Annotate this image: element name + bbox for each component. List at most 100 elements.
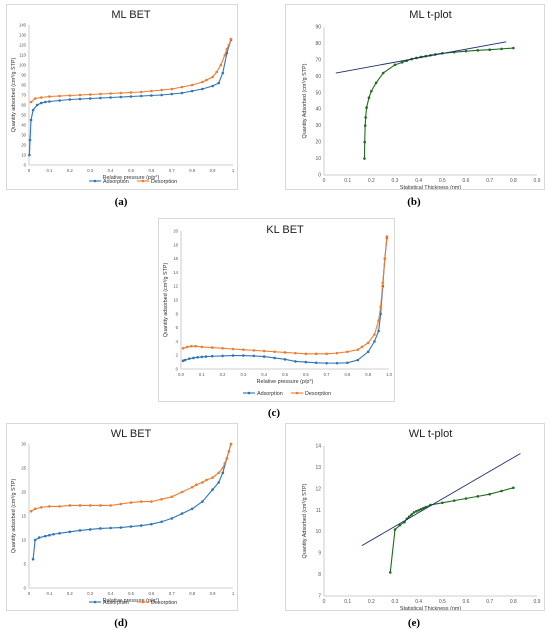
data-point <box>200 345 204 349</box>
x-tick-label: 0.2 <box>220 372 226 377</box>
data-point <box>78 93 82 97</box>
data-point <box>211 84 214 88</box>
data-point <box>221 347 224 350</box>
data-point <box>170 92 174 96</box>
data-point <box>363 157 366 160</box>
data-point <box>205 78 208 82</box>
chart-panel-e: WL t-plot 0 0.1 0.2 0.3 0.4 0.5 0.6 0.7 0.8 0.9 7 8 9… <box>285 423 545 612</box>
data-point <box>273 356 276 360</box>
chart-c: KL BET 0.0 0.1 0.2 0.3 0.4 0.5 0.6 0.7 0.8 0.9 1.0 0… <box>163 224 393 397</box>
data-point <box>377 329 380 333</box>
y-tick-label: 6 <box>176 325 179 330</box>
series-line-linear-fit <box>335 41 507 74</box>
data-point <box>129 501 133 504</box>
data-point <box>68 98 72 101</box>
data-point <box>227 449 231 453</box>
data-point <box>160 497 163 501</box>
data-point <box>180 91 184 95</box>
x-tick-label: 0.7 <box>486 599 493 605</box>
legend-label: Adsorption <box>103 600 129 606</box>
data-point <box>170 495 174 499</box>
data-point <box>346 361 349 365</box>
x-tick-label: 0.6 <box>148 591 154 596</box>
data-point <box>314 352 318 356</box>
data-point <box>215 70 218 74</box>
data-point <box>99 504 102 507</box>
data-point <box>78 504 82 507</box>
data-point <box>88 504 92 507</box>
data-point <box>150 89 153 93</box>
y-tick-label: 90 <box>315 25 321 31</box>
data-point <box>417 508 420 512</box>
data-point <box>500 47 503 51</box>
data-point <box>78 97 82 101</box>
data-point <box>512 486 515 490</box>
x-tick-label: 0.8 <box>189 591 195 596</box>
y-tick-label: 7 <box>318 594 321 600</box>
data-point <box>33 538 37 542</box>
chart-b: ML t-plot 0 0.1 0.2 0.3 0.4 0.5 0.6 0.7 0.8 0.9 0 10… <box>302 9 541 191</box>
chart-panel-a: ML BET 0 0.1 0.2 0.3 0.4 0.5 0.6 0.7 0.8 0.9 1 0 10 20… <box>6 4 238 190</box>
y-axis-label: Quantity adsorbed (cm³/g STP) <box>163 263 169 338</box>
y-tick-label: 5 <box>24 562 27 567</box>
data-point <box>88 93 92 96</box>
data-point <box>129 95 133 98</box>
x-tick-label: 1.0 <box>386 372 392 377</box>
data-point <box>58 505 61 508</box>
data-point <box>370 89 373 93</box>
y-tick-label: 25 <box>21 466 26 471</box>
chart-e: WL t-plot 0 0.1 0.2 0.3 0.4 0.5 0.6 0.7 0.8 0.9 7 8 9… <box>302 428 541 612</box>
x-axis-label: Relative pressure (p/p°) <box>103 175 160 181</box>
chart-panel-b: ML t-plot 0 0.1 0.2 0.3 0.4 0.5 0.6 0.7 0.8 0.9 0 10… <box>285 4 545 191</box>
data-point <box>29 509 33 513</box>
data-point <box>360 345 364 349</box>
x-tick-label: 0.3 <box>87 168 93 173</box>
data-point <box>363 124 367 127</box>
legend-marker <box>141 179 145 183</box>
y-tick-label: 0 <box>318 173 321 179</box>
y-tick-label: 70 <box>315 57 321 63</box>
data-point <box>377 319 380 322</box>
data-point <box>139 94 143 98</box>
y-axis-label: Quantity Adsorbed (cm³/g STP) <box>302 63 308 138</box>
x-tick-label: 0 <box>323 599 326 605</box>
data-point <box>452 499 456 502</box>
data-point <box>201 500 204 503</box>
x-tick-label: 0.8 <box>510 178 517 184</box>
data-point <box>225 47 229 51</box>
data-point <box>205 478 208 482</box>
data-point <box>488 48 491 51</box>
data-point <box>374 81 378 85</box>
data-point <box>194 344 197 348</box>
y-tick-label: 10 <box>315 529 321 535</box>
data-point <box>366 341 370 345</box>
chart-title: KL BET <box>266 224 304 236</box>
data-point <box>48 95 51 98</box>
data-point <box>119 526 123 529</box>
legend-marker <box>141 600 145 604</box>
legend-marker <box>247 391 251 395</box>
legend-label: Adsorption <box>103 179 129 185</box>
data-point <box>181 359 185 363</box>
x-tick-label: 0.9 <box>210 591 216 596</box>
x-tick-label: 0.4 <box>261 372 267 377</box>
y-tick-label: 60 <box>315 74 321 80</box>
y-tick-label: 12 <box>315 486 321 492</box>
data-point <box>356 348 360 351</box>
x-tick-label: 0.3 <box>87 591 93 596</box>
y-tick-label: 20 <box>21 143 26 148</box>
y-tick-label: 2 <box>176 353 179 358</box>
data-point <box>33 97 37 100</box>
y-tick-label: 4 <box>176 339 179 344</box>
y-tick-label: 120 <box>19 43 27 48</box>
data-point <box>31 557 35 561</box>
data-point <box>160 88 163 92</box>
data-point <box>201 481 204 484</box>
y-tick-label: 10 <box>21 153 26 158</box>
data-point <box>304 360 308 364</box>
x-tick-label: 0.4 <box>108 168 114 173</box>
data-point <box>229 442 233 446</box>
x-tick-label: 0.2 <box>67 591 73 596</box>
series-line-data <box>389 487 514 573</box>
